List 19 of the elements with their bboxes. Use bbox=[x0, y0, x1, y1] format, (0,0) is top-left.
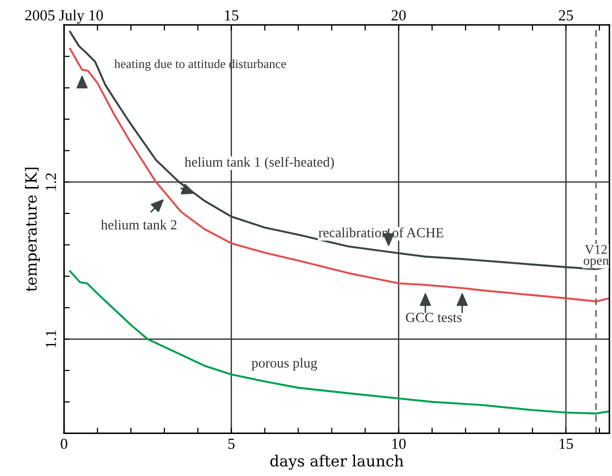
line-series bbox=[69, 270, 610, 414]
x-tick-label: 15 bbox=[560, 438, 573, 449]
x-tick-label: 5 bbox=[228, 438, 235, 449]
x-axis-title: days after launch bbox=[270, 454, 404, 470]
y-tick-label: 1.1 bbox=[46, 330, 56, 348]
annotation: GCC tests bbox=[406, 312, 462, 322]
x2-tick-label: 20 bbox=[392, 10, 406, 20]
x-tick-label: 10 bbox=[392, 438, 406, 449]
annotation: helium tank 1 (self-heated) bbox=[184, 156, 334, 170]
x2-tick-label: 2005 July 10 bbox=[25, 10, 103, 24]
x-tick-label: 0 bbox=[60, 438, 68, 449]
annotation: helium tank 2 bbox=[100, 220, 176, 230]
line-series bbox=[69, 48, 610, 302]
x2-tick-label: 15 bbox=[225, 10, 238, 20]
y-axis-title: temperature [K] bbox=[24, 168, 40, 292]
ref-line-label: V12 open bbox=[584, 245, 609, 268]
y-tick-label: 1.2 bbox=[46, 173, 56, 190]
x2-tick-label: 25 bbox=[558, 10, 573, 20]
annotation: porous plug bbox=[252, 358, 318, 371]
